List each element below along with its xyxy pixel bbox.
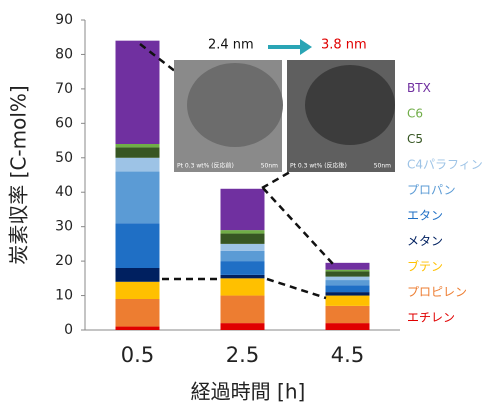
bar-segment: [116, 158, 160, 172]
x-tick-label: 4.5: [331, 343, 364, 367]
bar-segment: [326, 323, 370, 330]
y-tick-label: 70: [55, 81, 73, 97]
x-axis-title: 経過時間 [h]: [191, 380, 306, 404]
bar-segment: [116, 144, 160, 147]
legend-label: プロピレン: [407, 285, 467, 299]
annotation: 2.4 nm: [208, 38, 254, 53]
annotation: 3.8 nm: [321, 38, 367, 53]
bar-segment: [116, 268, 160, 282]
bar-segment: [116, 299, 160, 327]
x-tick-label: 0.5: [121, 343, 154, 367]
bar-segment: [221, 189, 265, 230]
bar-segment: [326, 280, 370, 285]
y-tick-label: 10: [55, 288, 73, 304]
bar-segment: [116, 282, 160, 299]
bar-segment: [221, 261, 265, 275]
connector: [267, 279, 326, 298]
arrow: [268, 39, 312, 55]
tem-particle: [305, 65, 395, 145]
bar-segment: [116, 41, 160, 144]
legend-label: ブテン: [407, 259, 443, 274]
legend-label: プロパン: [407, 183, 456, 197]
bar-segment: [116, 147, 160, 157]
y-tick-label: 60: [55, 115, 73, 131]
bar-segment: [221, 296, 265, 324]
bar-segment: [221, 234, 265, 244]
y-tick-label: 40: [55, 184, 73, 200]
legend-label: C4パラフィン: [407, 158, 483, 172]
y-tick-label: 20: [55, 253, 73, 269]
y-tick-label: 80: [55, 46, 73, 62]
bar-segment: [221, 323, 265, 330]
bar-segment: [116, 172, 160, 224]
legend-label: エタン: [407, 209, 443, 223]
bar-segment: [326, 270, 370, 272]
image-caption: Pt 0.3 wt% (反応後): [290, 162, 347, 170]
bar-segment: [326, 271, 370, 276]
y-axis-title: 炭素収率 [C-mol%]: [7, 85, 31, 264]
bar-segment: [326, 292, 370, 295]
bar-segment: [221, 244, 265, 251]
connector: [263, 188, 333, 264]
legend-label: BTX: [407, 81, 431, 95]
bar-segment: [221, 251, 265, 261]
bar-segment: [116, 327, 160, 330]
bar-segment: [116, 223, 160, 268]
legend-label: C5: [407, 132, 423, 146]
bar-segment: [221, 275, 265, 278]
scale-label: 50nm: [261, 163, 278, 170]
y-tick-label: 50: [55, 150, 73, 166]
legend-label: メタン: [407, 234, 443, 248]
legend-label: エチレン: [407, 311, 455, 325]
y-tick-label: 30: [55, 219, 73, 235]
y-tick-label: 90: [55, 12, 73, 28]
connector: [262, 172, 290, 188]
bar-segment: [221, 230, 265, 233]
bar-segment: [326, 296, 370, 306]
x-tick-label: 2.5: [226, 343, 259, 367]
image-caption: Pt 0.3 wt% (反応前): [177, 162, 234, 170]
scale-label: 50nm: [374, 163, 391, 170]
y-tick-label: 0: [64, 322, 73, 338]
legend-label: C6: [407, 107, 423, 121]
bar-segment: [326, 306, 370, 323]
bar-segment: [326, 285, 370, 292]
bar-segment: [221, 278, 265, 295]
tem-particle: [187, 63, 283, 147]
chart: 0 10 20 30 40 50 60 70 80 90 0.5 2.5 4.5 Pt 0.3 wt% …: [0, 0, 494, 408]
bar-segment: [326, 277, 370, 280]
